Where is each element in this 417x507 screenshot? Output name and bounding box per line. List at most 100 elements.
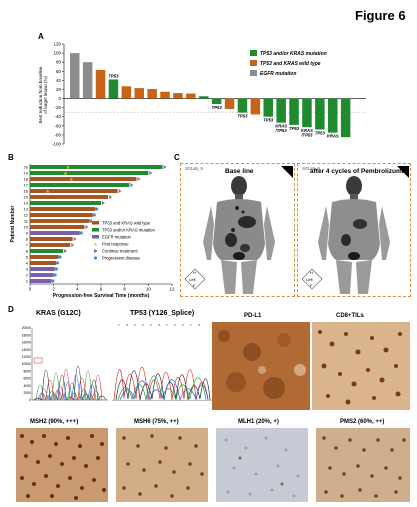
- swimmer-bar: [30, 207, 96, 211]
- swimmer-bar: [30, 225, 85, 229]
- swimmer-legend-label: TP53 and/or KRAS mutation: [102, 228, 156, 233]
- kras-y-tick-label: 12000: [22, 355, 32, 359]
- kras-y-tick-label: 20000: [22, 326, 32, 330]
- swimmer-continue-arrow: [130, 183, 134, 187]
- waterfall-legend-label: TP53 and/or KRAS mutation: [260, 51, 327, 57]
- waterfall-y-tick-label: 20: [56, 87, 62, 92]
- swimmer-first-response-star: ★: [69, 177, 74, 183]
- orientation-cube-right: H F Left: [301, 268, 323, 290]
- waterfall-bar-label: TP53: [289, 126, 300, 131]
- svg-text:G: G: [198, 323, 201, 327]
- swimmer-legend-label: TP53 and KRAS wild type: [102, 221, 151, 226]
- waterfall-bar: [186, 93, 196, 99]
- waterfall-bar: [289, 98, 299, 125]
- waterfall-y-tick-label: 0: [58, 96, 61, 101]
- swimmer-y-tick-label: 19: [24, 171, 29, 176]
- swimmer-continue-arrow: [64, 249, 68, 253]
- swimmer-bar: [30, 195, 109, 199]
- swimmer-first-response-star: ★: [63, 171, 68, 177]
- kras-y-tick-label: 18000: [22, 333, 32, 337]
- swimmer-y-tick-label: 20: [24, 165, 29, 170]
- panel-label-b: B: [8, 153, 14, 162]
- kras-y-tick-label: 8000: [23, 369, 31, 373]
- swimmer-y-label-group: Patient Number: [10, 205, 16, 242]
- ihc-texture-pms2: [316, 428, 410, 502]
- pet-body-baseline: [203, 166, 293, 294]
- swimmer-x-tick-label: 2: [52, 287, 55, 292]
- svg-text:G: G: [158, 323, 161, 327]
- waterfall-bar: [224, 98, 235, 109]
- waterfall-bar: [70, 53, 80, 99]
- swimmer-legend-label: Progression disease: [102, 256, 141, 261]
- ihc-image-pms2: [316, 428, 410, 502]
- swimmer-x-tick-label: 8: [123, 287, 126, 292]
- swimmer-y-tick-label: 7: [26, 243, 29, 248]
- panel-label-d: D: [8, 305, 14, 314]
- ihc-texture-msh2: [16, 428, 108, 502]
- pet-title-baseline: Base line: [225, 168, 254, 175]
- swimmer-y-tick-label: 1: [26, 279, 29, 284]
- waterfall-bar: [276, 98, 286, 123]
- waterfall-bar: [263, 98, 273, 117]
- waterfall-y-tick-label: 40: [56, 78, 62, 83]
- orientation-cube-left: H F Left: [184, 268, 206, 290]
- waterfall-y-tick-label: -40: [54, 114, 61, 119]
- waterfall-legend-swatch: [250, 50, 257, 56]
- waterfall-bar-label: TP53: [237, 114, 248, 119]
- waterfall-bar-label: /TP53: [275, 128, 288, 133]
- swimmer-x-tick-label: 10: [146, 287, 152, 292]
- swimmer-y-tick-label: 8: [26, 237, 29, 242]
- swimmer-bar: [30, 273, 54, 277]
- kras-trace-black: [33, 365, 107, 402]
- pet-image-baseline: S01ab_5 Base line H F Left: [180, 163, 295, 297]
- waterfall-bar: [121, 86, 132, 99]
- waterfall-y-tick-label: -100: [52, 142, 62, 147]
- swimmer-continue-arrow: [73, 237, 77, 241]
- swimmer-y-tick-label: 6: [26, 249, 29, 254]
- ihc-image-msh2: [16, 428, 108, 502]
- waterfall-bar: [211, 98, 222, 104]
- waterfall-bar: [95, 69, 106, 99]
- swimmer-legend-swatch: [92, 221, 99, 225]
- kras-y-tick-label: 6000: [23, 377, 31, 381]
- ihc-texture-mlh1: [216, 428, 308, 502]
- swimmer-legend-dot: [93, 256, 98, 260]
- swimmer-progression-dot: [92, 213, 96, 217]
- waterfall-y-label-line: of target lesion (%): [43, 76, 48, 114]
- swimmer-continue-arrow: [163, 165, 167, 169]
- waterfall-bar-label: KRAS: [275, 124, 287, 129]
- swimmer-first-response-star: ★: [46, 189, 51, 195]
- pet-tag-left: S01ab_5: [185, 166, 204, 171]
- svg-text:G: G: [126, 323, 129, 327]
- swimmer-progression-dot: [54, 267, 58, 271]
- waterfall-bar: [237, 98, 248, 113]
- waterfall-y-label: Best reduction from baseline of target le…: [38, 66, 48, 124]
- kras-highlight-box: [33, 357, 43, 364]
- swimmer-legend-label: Continue treatment: [102, 249, 138, 254]
- swimmer-continue-arrow: [85, 225, 89, 229]
- swimmer-y-tick-label: 5: [26, 255, 29, 260]
- swimmer-y-tick-label: 3: [26, 267, 29, 272]
- kras-y-tick-label: 2000: [23, 391, 31, 395]
- waterfall-bar-label: KRAS: [327, 134, 339, 139]
- ihc-label-msh6: MSH6 (75%, ++): [134, 419, 179, 425]
- swimmer-bar: [30, 183, 130, 187]
- svg-text:T: T: [190, 323, 192, 327]
- swimmer-legend-swatch: [92, 235, 99, 239]
- swimmer-y-tick-label: 4: [26, 261, 29, 266]
- svg-text:A: A: [150, 323, 152, 327]
- swimmer-y-tick-label: 11: [24, 219, 29, 224]
- waterfall-legend-swatch: [250, 60, 257, 66]
- swimmer-continue-arrow: [102, 201, 105, 205]
- swimmer-bar: [30, 279, 52, 283]
- waterfall-bar: [250, 98, 261, 115]
- swimmer-progression-dot: [94, 207, 99, 211]
- waterfall-bar: [340, 98, 351, 138]
- kras-y-tick-label: 0: [29, 398, 31, 402]
- svg-text:T: T: [118, 323, 120, 327]
- waterfall-legend-label: TP53 and KRAS wild type: [260, 61, 321, 67]
- waterfall-bar: [199, 96, 209, 99]
- ihc-texture-pdl1: [212, 322, 310, 410]
- swimmer-progression-dot: [58, 255, 62, 259]
